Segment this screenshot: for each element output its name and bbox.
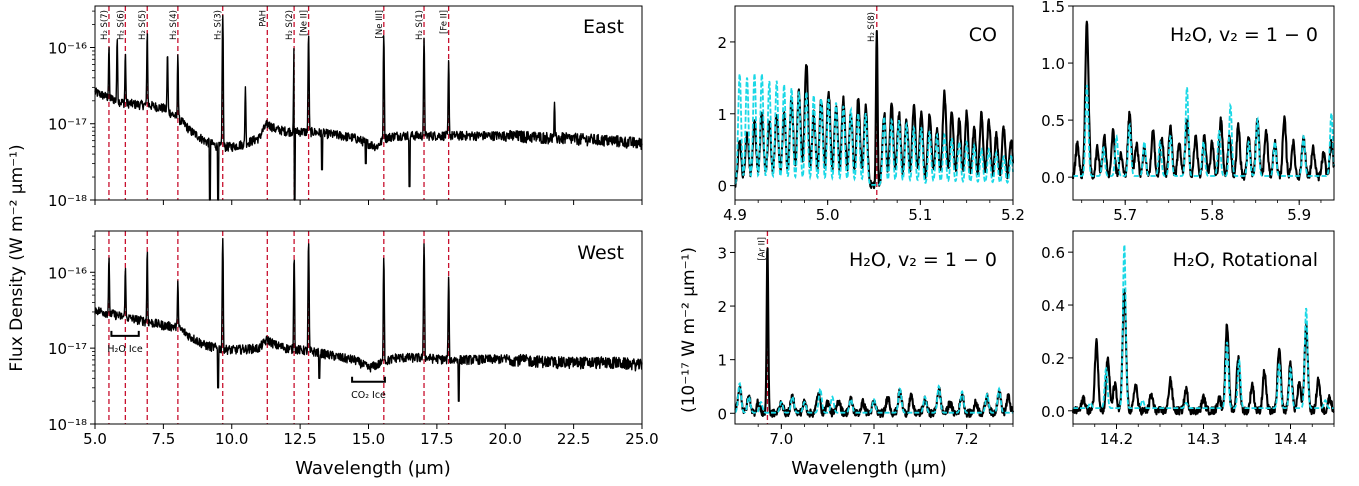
x-tick-label: 15.0: [352, 430, 385, 448]
panel-h2o-rot: 0.0 0.2 0.4 0.6 14.2 14.3 14.4 H₂O, Rotational: [1041, 230, 1335, 448]
plot-frame: [1072, 5, 1335, 201]
panel-title: H₂O, v₂ = 1 − 0: [849, 249, 997, 271]
y-tick-label: 0.2: [1041, 350, 1065, 368]
panels: H₂ S(7) H₂ S(6) H₂ S(5) H₂ S(4) H₂ S(3) PAH H₂…: [48, 0, 1336, 448]
observed-line: [1071, 20, 1336, 182]
x-tick-label: 25.0: [625, 430, 658, 448]
x-tick-label: 17.5: [420, 430, 453, 448]
x-tick-label: 4.9: [723, 206, 747, 224]
left-y-axis-label: Flux Density (W m⁻² μm⁻¹): [7, 144, 27, 371]
marker-label: H₂ S(6): [116, 10, 126, 40]
y-tick-label: 0.0: [1041, 403, 1065, 421]
marker-label: H₂ S(3): [214, 10, 224, 40]
y-tick-label: 10⁻¹⁶: [48, 264, 87, 282]
right-y-axis-label: (10⁻¹⁷ W m⁻² μm⁻¹): [679, 247, 699, 413]
x-tick-label: 7.5: [151, 430, 175, 448]
panel-h2o-v2-b: [Ar II] 0 1 2 3 7.0 7.1 7.2 H₂O, v₂ = 1 − 0: [717, 230, 1015, 448]
y-tick-label: 0: [717, 405, 727, 423]
model-line: [734, 381, 1013, 414]
marker-label: PAH: [258, 10, 268, 27]
y-tick-label: 10⁻¹⁷: [48, 116, 87, 134]
panel-title: CO: [969, 24, 997, 46]
observed-line: [734, 29, 1015, 190]
x-tick-label: 5.0: [83, 430, 107, 448]
panel-title: H₂O, v₂ = 1 − 0: [1170, 24, 1318, 46]
panel-east: H₂ S(7) H₂ S(6) H₂ S(5) H₂ S(4) H₂ S(3) PAH H₂…: [48, 5, 643, 210]
model-line: [1073, 84, 1335, 177]
plot-frame: [94, 5, 643, 201]
x-tick-label: 22.5: [557, 430, 590, 448]
right-x-axis-label: Wavelength (μm): [791, 458, 947, 479]
y-tick-label: 0.4: [1041, 297, 1065, 315]
marker-label: [Ne II]: [300, 10, 310, 36]
y-tick-label: 0.5: [1041, 112, 1065, 130]
panel-title: H₂O, Rotational: [1173, 249, 1318, 271]
ice-bracket: [351, 376, 386, 383]
ice-label: H₂O Ice: [107, 344, 142, 355]
panel-title: West: [577, 242, 624, 264]
marker-label: H₂ S(8): [867, 12, 877, 42]
model-line: [734, 73, 1014, 186]
x-tick-label: 5.7: [1113, 206, 1137, 224]
y-tick-label: 10⁻¹⁸: [48, 416, 87, 434]
y-tick-label: 10⁻¹⁸: [48, 192, 87, 210]
x-tick-label: 7.2: [955, 430, 979, 448]
x-tick-label: 7.1: [862, 430, 886, 448]
marker-label: H₂ S(7): [100, 10, 110, 40]
x-tick-label: 5.1: [908, 206, 932, 224]
ice-label: CO₂ Ice: [351, 390, 386, 401]
panel-west: H₂O Ice CO₂ Ice 10⁻¹⁶ 10⁻¹⁷ 10⁻¹⁸5.0 7.5 10.0 1…: [48, 230, 659, 448]
panel-co: H₂ S(8) 0 1 2 4.9 5.0 5.1 5.2 CO: [717, 5, 1025, 224]
y-tick-label: 1: [717, 106, 727, 124]
y-tick-label: 0: [717, 178, 727, 196]
y-tick-label: 1.0: [1041, 55, 1065, 73]
plot-frame: [734, 5, 1014, 201]
y-tick-label: 2: [717, 34, 727, 52]
marker-label: H₂ S(2): [285, 10, 295, 40]
y-tick-label: 0.0: [1041, 169, 1065, 187]
y-tick-label: 1: [717, 352, 727, 370]
y-tick-label: 1.5: [1041, 0, 1065, 16]
marker-label: [Ne III]: [375, 10, 385, 38]
model-line: [1073, 244, 1334, 409]
plot-frame: [1072, 230, 1335, 425]
marker-label: [Fe II]: [440, 10, 450, 34]
x-tick-label: 7.0: [769, 430, 793, 448]
observed-line: [734, 247, 1015, 419]
x-tick-label: 14.4: [1274, 430, 1307, 448]
panel-title: East: [583, 16, 624, 38]
spectrum-line: [94, 14, 643, 201]
observed-line: [1071, 288, 1335, 416]
marker-label: [Ar II]: [757, 237, 767, 261]
marker-label: H₂ S(5): [138, 10, 148, 40]
y-tick-label: 3: [717, 244, 727, 262]
marker-label: H₂ S(4): [169, 10, 179, 40]
plot-frame: [94, 230, 643, 425]
x-tick-label: 5.2: [1001, 206, 1025, 224]
y-tick-label: 2: [717, 298, 727, 316]
x-tick-label: 20.0: [489, 430, 522, 448]
ice-bracket: [110, 330, 140, 337]
panel-h2o-v2-a: 0.0 0.5 1.0 1.5 5.7 5.8 5.9 H₂O, v₂ = 1 − 0: [1041, 0, 1336, 224]
y-tick-label: 10⁻¹⁶: [48, 39, 87, 57]
x-tick-label: 14.3: [1187, 430, 1220, 448]
y-tick-label: 0.6: [1041, 244, 1065, 262]
x-tick-label: 5.0: [816, 206, 840, 224]
y-tick-label: 10⁻¹⁷: [48, 340, 87, 358]
x-tick-label: 5.8: [1200, 206, 1224, 224]
x-tick-label: 5.9: [1287, 206, 1311, 224]
x-tick-label: 14.2: [1100, 430, 1133, 448]
plot-frame: [734, 230, 1014, 425]
spectrum-line: [94, 237, 643, 402]
marker-label: H₂ S(1): [415, 10, 425, 40]
x-tick-label: 10.0: [215, 430, 248, 448]
left-x-axis-label: Wavelength (μm): [295, 458, 451, 479]
x-tick-label: 12.5: [283, 430, 316, 448]
